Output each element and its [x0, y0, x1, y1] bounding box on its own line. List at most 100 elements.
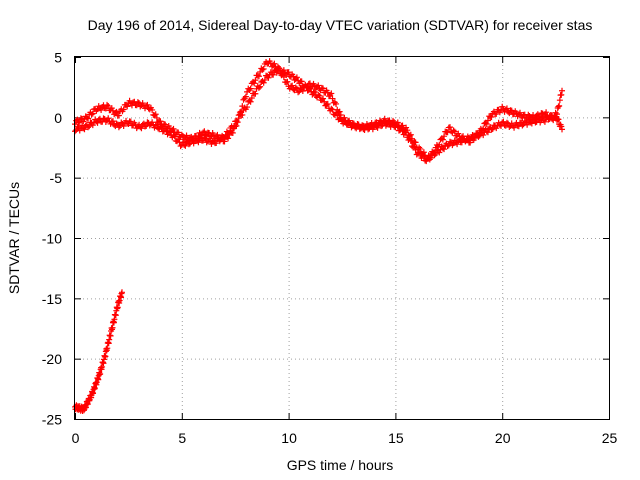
- y-tick-label: -20: [42, 351, 62, 367]
- y-tick-label: -25: [42, 412, 62, 428]
- data-point-marker: [242, 93, 249, 100]
- data-point-marker: [86, 123, 93, 130]
- data-point-marker: [98, 106, 105, 113]
- data-point-marker: [299, 87, 306, 94]
- data-point-marker: [120, 106, 127, 113]
- data-point-marker: [416, 149, 423, 156]
- data-point-marker: [81, 126, 88, 133]
- data-point-marker: [190, 136, 197, 143]
- data-point-marker: [280, 67, 287, 74]
- data-point-marker: [346, 117, 353, 124]
- data-point-marker: [229, 129, 236, 136]
- data-point-marker: [153, 114, 160, 121]
- x-tick-label: 25: [602, 430, 618, 446]
- data-point-marker: [556, 102, 563, 109]
- data-point-marker: [195, 139, 202, 146]
- data-point-marker: [124, 103, 131, 110]
- x-tick-label: 15: [388, 430, 404, 446]
- data-point-marker: [470, 137, 477, 144]
- data-point-marker: [417, 145, 424, 152]
- data-point-marker: [203, 139, 210, 146]
- data-point-marker: [247, 98, 254, 105]
- data-point-marker: [77, 115, 84, 122]
- data-point-marker: [558, 91, 565, 98]
- data-point-marker: [108, 105, 115, 112]
- data-point-marker: [394, 123, 401, 130]
- data-point-marker: [118, 289, 125, 296]
- data-point-marker: [188, 133, 195, 140]
- data-point-marker: [285, 69, 292, 76]
- data-point-marker: [244, 104, 251, 111]
- x-tick-label: 20: [495, 430, 511, 446]
- data-point-marker: [411, 143, 418, 150]
- data-point-marker: [149, 119, 156, 126]
- data-point-marker: [426, 156, 433, 163]
- data-point-marker: [503, 119, 510, 126]
- data-point-marker: [420, 153, 427, 160]
- data-point-marker: [460, 133, 467, 140]
- data-point-marker: [483, 121, 490, 127]
- data-point-marker: [315, 82, 322, 89]
- y-axis-label: SDTVAR / TECUs: [6, 182, 22, 294]
- data-point-marker: [298, 78, 305, 85]
- data-point-marker: [120, 122, 127, 129]
- data-point-marker: [271, 60, 278, 67]
- data-point-marker: [89, 110, 96, 117]
- data-point-marker: [333, 100, 340, 107]
- data-point-marker: [233, 122, 240, 129]
- data-point-marker: [246, 86, 253, 93]
- data-point-marker: [483, 128, 490, 135]
- data-point-marker: [274, 63, 281, 70]
- data-point-marker: [284, 78, 291, 85]
- data-point-marker: [436, 141, 443, 148]
- data-point-marker: [75, 119, 82, 126]
- data-point-marker: [214, 131, 221, 138]
- data-point-marker: [320, 85, 327, 92]
- data-point-marker: [489, 125, 496, 132]
- data-point-marker: [311, 88, 318, 95]
- data-point-marker: [201, 128, 208, 135]
- data-point-marker: [329, 95, 336, 102]
- data-point-marker: [488, 114, 495, 121]
- data-point-marker: [316, 92, 323, 99]
- data-point-marker: [236, 109, 243, 116]
- data-point-marker: [221, 138, 228, 145]
- data-point-marker: [304, 84, 311, 91]
- y-tick-label: -5: [50, 170, 63, 186]
- data-point-marker: [467, 139, 474, 146]
- data-point-marker: [83, 114, 90, 121]
- data-point-marker: [480, 125, 487, 132]
- data-point-marker: [328, 90, 335, 97]
- data-point-marker: [500, 118, 507, 125]
- data-point-marker: [113, 108, 120, 115]
- data-point-marker: [261, 76, 268, 83]
- data-point-marker: [235, 112, 242, 119]
- data-point-marker: [85, 124, 92, 131]
- data-point-marker: [113, 120, 120, 127]
- data-point-marker: [175, 129, 182, 136]
- data-point-marker: [515, 123, 522, 130]
- data-point-marker: [252, 90, 259, 97]
- data-point-marker: [138, 125, 145, 132]
- data-point-marker: [503, 105, 510, 112]
- data-point-marker: [254, 72, 261, 79]
- data-point-marker: [511, 124, 518, 131]
- data-point-marker: [441, 133, 448, 140]
- data-point-marker: [270, 71, 277, 78]
- data-point-marker: [530, 112, 537, 119]
- data-point-marker: [178, 131, 185, 138]
- data-point-marker: [259, 66, 266, 73]
- data-point-marker: [310, 89, 317, 96]
- data-point-marker: [251, 80, 258, 87]
- data-point-marker: [108, 118, 115, 125]
- data-point-marker: [182, 142, 189, 149]
- data-point-marker: [517, 109, 523, 116]
- data-point-marker: [367, 122, 374, 129]
- data-point-marker: [399, 122, 406, 129]
- data-point-marker: [428, 152, 434, 159]
- data-point-marker: [401, 129, 408, 136]
- data-point-marker: [431, 149, 438, 156]
- data-point-marker: [407, 137, 414, 144]
- data-point-marker: [94, 119, 101, 126]
- data-point-marker: [126, 97, 133, 104]
